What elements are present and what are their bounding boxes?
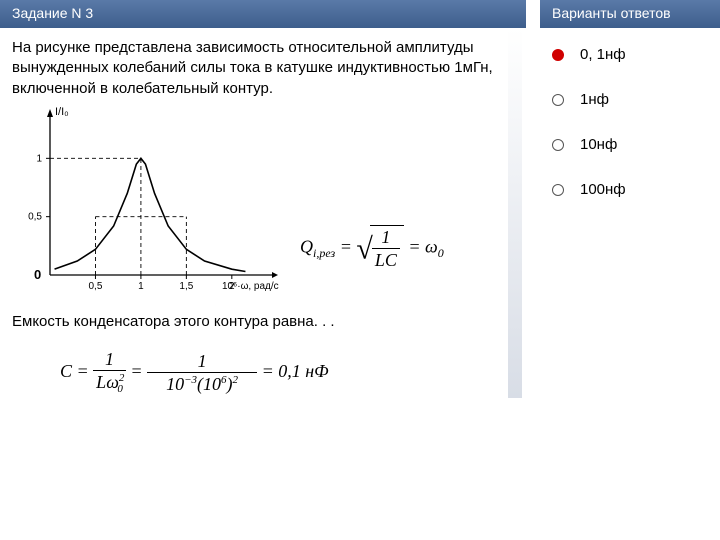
answer-option-2[interactable]: 1нф [552, 91, 708, 108]
header-gap [526, 0, 540, 28]
task-header: Задание N 3 [0, 0, 526, 28]
answer-label: 10нф [580, 136, 617, 153]
question-text: На рисунке представлена зависимость отно… [12, 38, 528, 99]
follow-question: Емкость конденсатора этого контура равна… [0, 313, 720, 330]
answer-option-1[interactable]: 0, 1нф [552, 46, 708, 63]
answer-label: 100нф [580, 181, 626, 198]
answers-column: 0, 1нф 1нф 10нф 100нф [540, 38, 720, 303]
svg-text:0,5: 0,5 [89, 281, 103, 292]
svg-text:10⁶·ω, рад/с: 10⁶·ω, рад/с [222, 281, 279, 292]
answer-label: 1нф [580, 91, 609, 108]
header-bar: Задание N 3 Варианты ответов [0, 0, 720, 28]
answers-header: Варианты ответов [540, 0, 720, 28]
resonance-graph: I/I₀00,511,520,5110⁶·ω, рад/с [12, 103, 282, 303]
svg-text:1: 1 [138, 281, 144, 292]
svg-text:0,5: 0,5 [28, 211, 42, 222]
graph-svg: I/I₀00,511,520,5110⁶·ω, рад/с [12, 103, 282, 303]
answer-option-3[interactable]: 10нф [552, 136, 708, 153]
answer-label: 0, 1нф [580, 46, 626, 63]
answer-option-4[interactable]: 100нф [552, 181, 708, 198]
formula-resonance: Qi,рез = √1LC = ω0 [300, 225, 444, 269]
svg-text:0: 0 [34, 267, 41, 282]
question-column: На рисунке представлена зависимость отно… [0, 38, 540, 303]
radio-icon [552, 94, 564, 106]
radio-icon [552, 184, 564, 196]
radio-selected-icon [552, 49, 564, 61]
svg-text:1: 1 [36, 153, 42, 164]
formula-capacitance: C = 1 Lω20 = 1 10−3(106)2 = 0,1 нФ [0, 350, 720, 396]
svg-text:I/I₀: I/I₀ [55, 106, 69, 118]
radio-icon [552, 139, 564, 151]
divider-gradient [508, 28, 522, 398]
svg-text:1,5: 1,5 [179, 281, 193, 292]
